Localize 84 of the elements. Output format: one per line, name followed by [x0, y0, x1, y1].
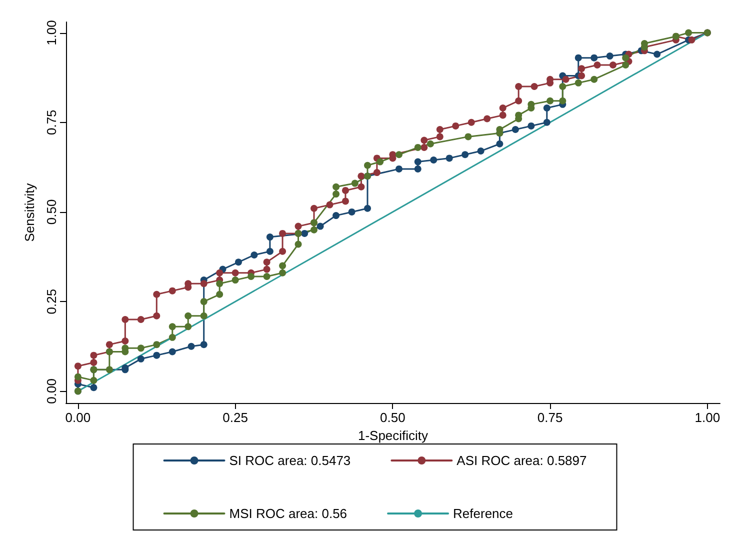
point — [200, 341, 208, 348]
point — [414, 144, 422, 151]
point — [622, 54, 630, 62]
x-tick-label: 0.25 — [222, 410, 248, 425]
x-tick-label: 1.00 — [694, 410, 720, 425]
point — [426, 140, 434, 148]
point — [654, 50, 661, 58]
point — [376, 158, 384, 166]
point — [543, 118, 550, 126]
y-tick-label: 0.75 — [44, 110, 59, 136]
point — [266, 248, 274, 255]
point — [446, 154, 453, 162]
point — [301, 230, 308, 237]
point — [168, 323, 176, 330]
point — [168, 334, 176, 341]
point — [464, 133, 472, 140]
point — [414, 158, 422, 166]
point — [622, 62, 630, 69]
point — [279, 262, 286, 270]
point — [310, 226, 318, 234]
point — [216, 280, 224, 288]
point — [528, 122, 535, 130]
point — [200, 312, 208, 320]
point — [153, 352, 160, 359]
y-axis-title: Sensitivity — [22, 182, 37, 242]
point — [685, 29, 692, 36]
point — [184, 323, 192, 330]
point — [234, 258, 242, 266]
point — [395, 151, 402, 158]
point — [348, 208, 356, 216]
point — [364, 162, 372, 169]
y-tick-label: 0.00 — [44, 378, 59, 404]
point — [590, 54, 598, 62]
point — [316, 222, 324, 230]
legend-label: MSI ROC area: 0.56 — [229, 506, 348, 521]
x-tick-label: 0.75 — [537, 410, 563, 425]
point — [90, 384, 98, 392]
point — [351, 180, 358, 187]
point — [364, 204, 372, 212]
point — [184, 312, 192, 320]
point — [546, 97, 554, 104]
point — [559, 97, 566, 104]
point — [106, 366, 113, 374]
point — [496, 140, 504, 148]
point — [153, 341, 160, 348]
point — [477, 148, 484, 155]
x-tick-label: 0.00 — [65, 410, 91, 425]
point — [606, 52, 614, 60]
point — [462, 151, 469, 158]
point — [590, 76, 598, 83]
point — [250, 251, 258, 258]
point — [216, 290, 224, 298]
point — [266, 234, 274, 241]
x-tick-label: 0.50 — [380, 410, 406, 425]
y-tick-label: 0.50 — [44, 199, 59, 225]
legend-label: ASI ROC area: 0.5897 — [456, 453, 587, 468]
point — [263, 272, 270, 280]
point — [332, 212, 340, 220]
point — [232, 276, 239, 284]
point — [395, 165, 402, 172]
point — [200, 298, 208, 306]
point — [332, 183, 340, 190]
legend-label: SI ROC area: 0.5473 — [229, 453, 351, 468]
point — [168, 348, 176, 356]
point — [574, 79, 582, 86]
point — [430, 156, 438, 164]
point — [90, 376, 98, 384]
point — [137, 355, 144, 362]
point — [137, 344, 144, 352]
x-axis-title: 1-Specificity — [358, 428, 429, 443]
legend-label: Reference — [453, 506, 514, 521]
point — [512, 126, 519, 134]
point — [248, 272, 255, 280]
point — [414, 165, 422, 172]
point — [543, 104, 550, 112]
point — [188, 342, 195, 350]
point — [332, 190, 340, 198]
point — [559, 83, 566, 90]
y-tick-label: 0.25 — [44, 288, 59, 314]
point — [279, 269, 286, 276]
point — [74, 373, 82, 380]
point — [574, 54, 582, 62]
point — [294, 240, 302, 248]
y-tick-label: 1.00 — [44, 20, 59, 46]
